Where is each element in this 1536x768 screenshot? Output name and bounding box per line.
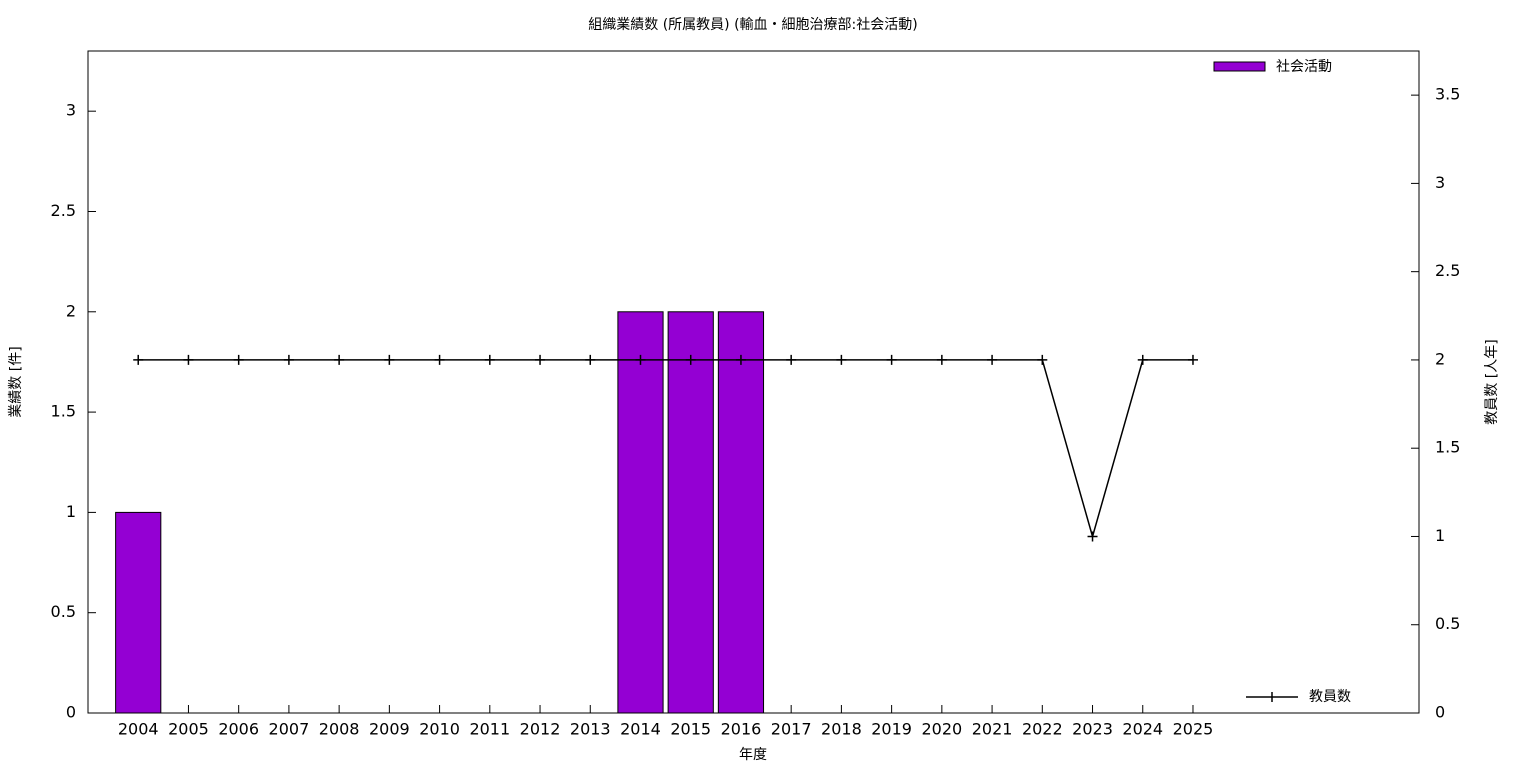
x-tick-label: 2004 [118,720,159,739]
y-tick-label: 2 [66,301,76,320]
x-axis-label: 年度 [739,747,767,763]
x-tick-label: 2014 [620,720,661,739]
y2-tick-label: 1.5 [1435,438,1460,457]
point [183,354,194,365]
x-tick-label: 2006 [218,720,259,739]
point [936,354,947,365]
x-tick-label: 2012 [520,720,561,739]
point [233,354,244,365]
x-tick-label: 2023 [1072,720,1113,739]
y2-tick-label: 0 [1435,703,1445,722]
x-tick-label: 2015 [670,720,711,739]
legend-label: 教員数 [1309,689,1351,705]
bar [667,311,714,714]
y-tick-label: 3 [66,101,76,120]
y2-tick-label: 3.5 [1435,85,1460,104]
point [987,354,998,365]
y-tick-label: 0.5 [51,602,76,621]
bar [617,311,664,714]
point [384,354,395,365]
x-tick-label: 2018 [821,720,862,739]
point [133,354,144,365]
x-tick-label: 2010 [419,720,460,739]
line [138,359,1193,540]
point [735,354,746,365]
point [334,354,345,365]
point [836,354,847,365]
x-tick-label: 2008 [319,720,360,739]
x-tick-label: 2013 [570,720,611,739]
x-tick-label: 2007 [269,720,310,739]
point [1087,531,1098,542]
point [1187,354,1198,365]
x-tick-label: 2016 [721,720,762,739]
y2-tick-label: 2.5 [1435,261,1460,280]
x-tick-label: 2011 [469,720,510,739]
x-tick-label: 2021 [972,720,1013,739]
legend-swatch [1213,61,1266,72]
y-tick-label: 2.5 [51,201,76,220]
point [635,354,646,365]
point [786,354,797,365]
legend-line [1246,692,1298,702]
bar [115,511,162,714]
point [1137,354,1148,365]
y2-tick-label: 0.5 [1435,614,1460,633]
x-tick-label: 2024 [1122,720,1163,739]
y2-tick-label: 3 [1435,173,1445,192]
point [585,354,596,365]
point [1037,354,1048,365]
y-tick-label: 1.5 [51,402,76,421]
y2-tick-label: 2 [1435,349,1445,368]
point [283,354,294,365]
y2-tick-label: 1 [1435,526,1445,545]
x-tick-label: 2025 [1173,720,1214,739]
chart-title: 組織業績数 (所属教員) (輸血・細胞治療部:社会活動) [588,16,917,33]
y-tick-label: 0 [66,703,76,722]
point [434,354,445,365]
y2-axis-label: 教員数 [人年] [1484,339,1500,424]
point [484,354,495,365]
y-axis-label: 業績数 [件] [8,346,24,417]
x-tick-label: 2019 [871,720,912,739]
y-tick-label: 1 [66,502,76,521]
point [685,354,696,365]
x-tick-label: 2020 [921,720,962,739]
x-tick-label: 2009 [369,720,410,739]
x-tick-label: 2022 [1022,720,1063,739]
bar [717,311,765,714]
point [535,354,546,365]
x-tick-label: 2017 [771,720,812,739]
point [886,354,897,365]
x-tick-label: 2005 [168,720,209,739]
legend-label: 社会活動 [1276,59,1332,75]
